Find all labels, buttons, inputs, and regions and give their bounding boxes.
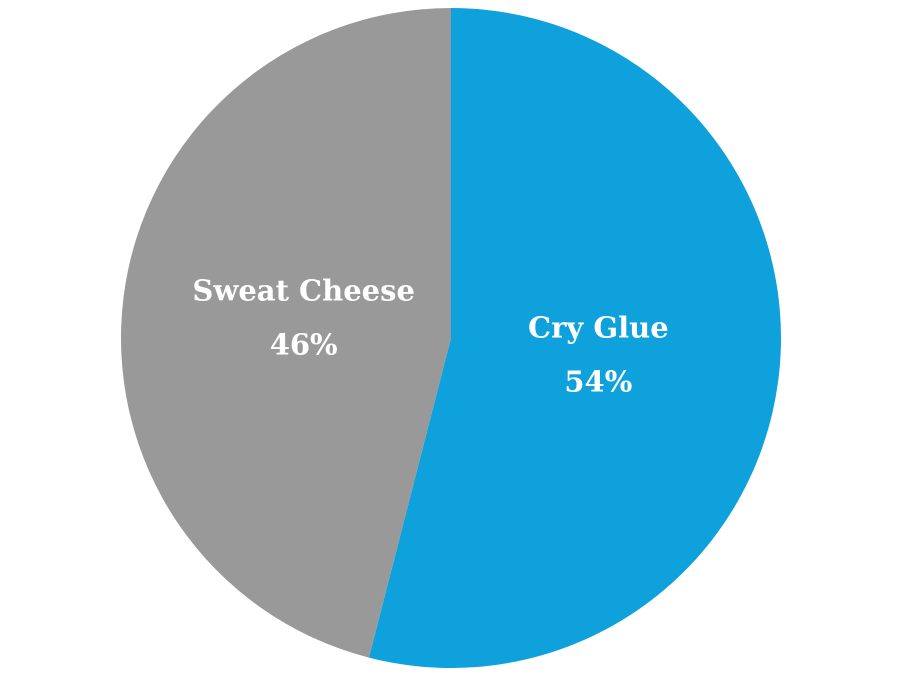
slice-value-label: 54%: [564, 365, 632, 399]
pie-slice: [368, 8, 782, 669]
pie-slice: [121, 8, 451, 658]
slice-label: Sweat Cheese: [192, 273, 414, 307]
slice-value-label: 46%: [270, 327, 338, 361]
slice-label: Cry Glue: [528, 311, 669, 345]
